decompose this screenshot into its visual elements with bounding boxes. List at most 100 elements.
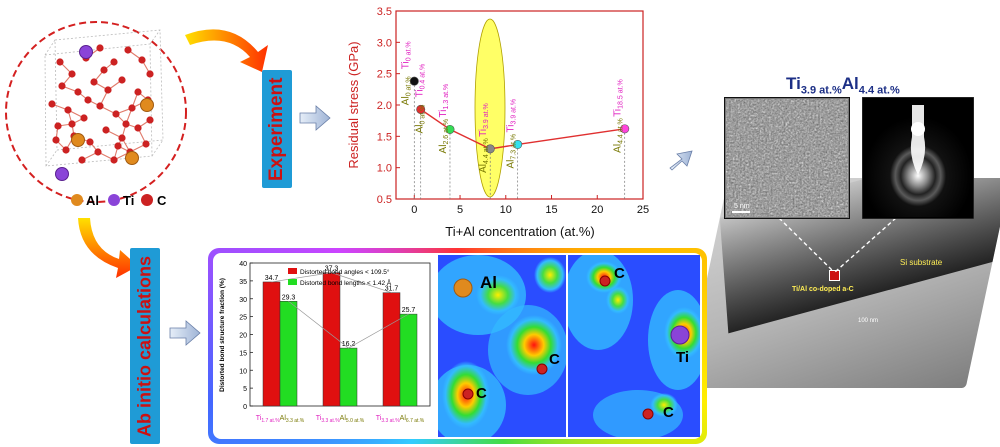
- y-tick-label: 2.5: [377, 69, 392, 81]
- legend-length-label: Distorted bond lengths < 1.42 Å: [300, 278, 392, 287]
- carbon-atom: [86, 138, 94, 146]
- map2-ti-label: Ti: [676, 349, 689, 366]
- tem-scale-bar-label: 100 nm: [858, 318, 879, 324]
- bond-y-axis-label: Distorted bond structure fraction (%): [219, 278, 226, 392]
- c-atom-marker: [599, 275, 611, 287]
- carbon-atom: [104, 86, 112, 94]
- x-axis-ticks: 0 5 10 15 20 25: [411, 195, 649, 216]
- carbon-atom: [102, 126, 110, 134]
- bond-trend-lines: [271, 272, 409, 349]
- composition-annotations: Ti0 at.%Al0 at.% Ti0.4 at.%Al0 at.% Ti1.3 …: [400, 41, 624, 173]
- stress-point: [445, 124, 455, 134]
- y-axis-label: Residual stress (GPa): [346, 41, 361, 168]
- structure-circle: [5, 21, 187, 203]
- carbon-atom: [52, 136, 60, 144]
- map1-al-label: Al: [480, 273, 497, 292]
- legend-length-swatch: [288, 279, 297, 285]
- y-tick-label: 2.0: [377, 100, 392, 112]
- legend-c-dot: [141, 194, 153, 206]
- carbon-atom: [124, 46, 132, 54]
- carbon-atom: [142, 140, 150, 148]
- y-tick-label: 1.0: [377, 163, 392, 175]
- aluminum-atom: [71, 133, 85, 147]
- bond-category-label: Ti3.3 at.%Al6.7 at.%: [376, 415, 425, 424]
- bond-trend-line: [288, 300, 409, 349]
- residual-stress-chart: 0.5 1.0 1.5 2.0 2.5 3.0 3.5 0 5 10 15 20 25 Ti0 at.…: [346, 6, 649, 239]
- bond-bar: [339, 347, 358, 407]
- bond-bar: [382, 292, 401, 407]
- stress-point: [409, 76, 419, 86]
- carbon-atom: [80, 114, 88, 122]
- map1-c-label-2: C: [476, 385, 487, 402]
- bond-y-tick-label: 40: [239, 261, 247, 268]
- stress-point: [485, 144, 495, 154]
- carbon-atom: [68, 70, 76, 78]
- map-divider: [566, 255, 568, 437]
- map2-c-label-1: C: [614, 265, 625, 282]
- carbon-atom: [114, 142, 122, 150]
- bond-trend-line: [271, 272, 392, 294]
- bond-category-label: Ti1.7 at.%Al3.3 at.%: [256, 415, 305, 424]
- hrtem-scale-label: 5 nm: [734, 203, 750, 210]
- bond-y-tick-label: 15: [239, 350, 247, 357]
- bond-data-label: 34.7: [265, 275, 279, 282]
- atomic-structure-panel: Al Ti C: [5, 21, 187, 208]
- to-tem-arrow: [669, 150, 693, 171]
- legend-al-label: Al: [86, 193, 99, 208]
- anno-ti: Ti3.9 at.%: [478, 103, 490, 137]
- carbon-atom: [78, 156, 86, 164]
- c-atom-marker: [642, 408, 654, 420]
- sample-marker: [829, 270, 840, 281]
- bond-data-label: 25.7: [402, 307, 416, 314]
- titanium-atom: [55, 167, 69, 181]
- c-atom-marker: [462, 388, 474, 400]
- anno-al: Al4.4 at.%: [613, 118, 625, 153]
- y-tick-label: 0.5: [377, 194, 392, 206]
- bond-y-tick-label: 20: [239, 333, 247, 340]
- anno-al: Al4.4 at.%: [478, 138, 490, 173]
- bond-y-tick-label: 35: [239, 279, 247, 286]
- ti-atom-marker: [670, 325, 690, 345]
- bond-y-tick-label: 5: [243, 386, 247, 393]
- x-tick-label: 25: [637, 204, 649, 216]
- al-atom-marker: [453, 278, 473, 298]
- carbon-atom: [64, 106, 72, 114]
- density-map-1: Al C C: [438, 255, 566, 437]
- carbon-atom: [74, 88, 82, 96]
- carbon-atom: [110, 58, 118, 66]
- bond-x-labels: Ti1.7 at.%Al3.3 at.% Ti3.3 at.%Al5.0 at.%…: [256, 415, 425, 424]
- stress-point: [620, 124, 630, 134]
- carbon-atom: [94, 148, 102, 156]
- to-stress-chart-arrow: [299, 105, 331, 131]
- x-tick-label: 0: [411, 204, 417, 216]
- carbon-atom: [146, 116, 154, 124]
- tem-title: Ti3.9 at.%Al4.4 at.%: [786, 74, 900, 97]
- aluminum-atom: [140, 98, 154, 112]
- bond-y-tick-label: 25: [239, 315, 247, 322]
- carbon-atom: [62, 146, 70, 154]
- bond-bar: [262, 281, 281, 407]
- bond-bar: [399, 313, 418, 407]
- y-tick-label: 3.5: [377, 6, 392, 18]
- atom-set: [48, 44, 154, 181]
- carbon-atom: [146, 70, 154, 78]
- anno-ti: Ti3.9 at.%: [506, 99, 518, 133]
- legend-al-dot: [71, 194, 83, 206]
- legend-ti-label: Ti: [123, 193, 134, 208]
- anno-al: Al0 at.%: [415, 105, 427, 134]
- substrate-label: Si substrate: [900, 258, 943, 267]
- anno-al: Al2.6 at.%: [438, 119, 450, 154]
- carbon-atom: [48, 100, 56, 108]
- x-tick-label: 15: [545, 204, 557, 216]
- bond-bar: [279, 301, 298, 407]
- y-tick-label: 3.0: [377, 37, 392, 49]
- stress-point: [416, 104, 426, 114]
- map2-c-label-2: C: [663, 404, 674, 421]
- carbon-atom: [56, 58, 64, 66]
- density-map-2: C Ti C: [568, 255, 700, 437]
- x-tick-label: 10: [500, 204, 512, 216]
- bond-y-tick-label: 10: [239, 368, 247, 375]
- anno-ti: Ti1.3 at.%: [438, 84, 450, 118]
- legend-ti-dot: [108, 194, 120, 206]
- carbon-atom: [96, 44, 104, 52]
